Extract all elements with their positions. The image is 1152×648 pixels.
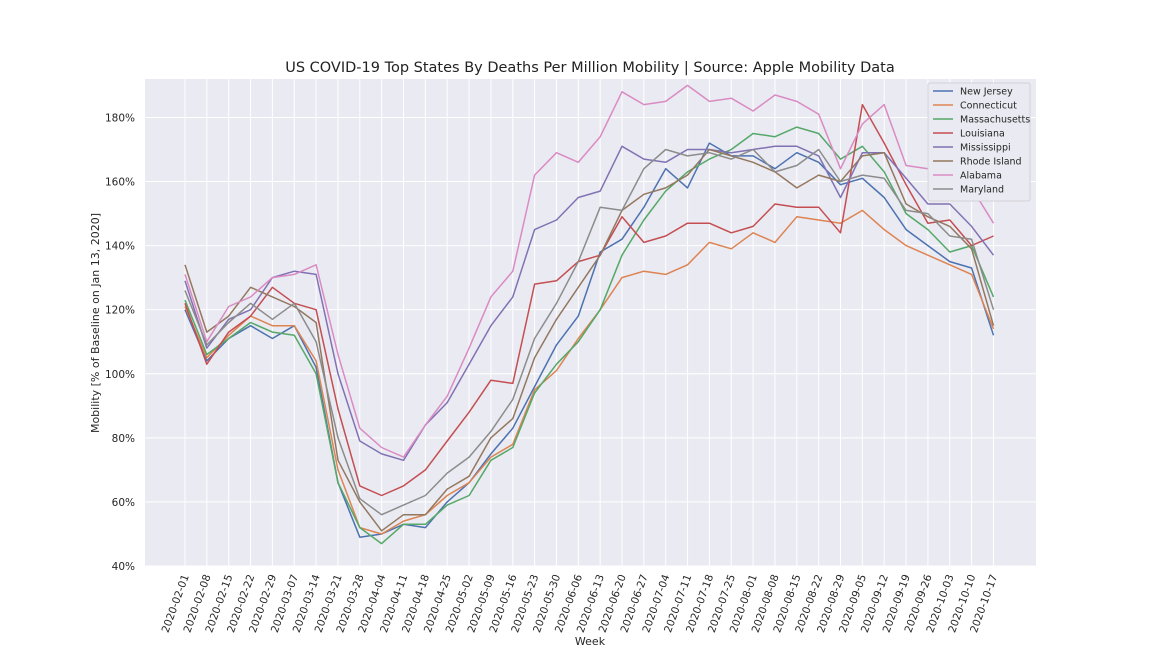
legend-label: Alabama bbox=[960, 171, 1002, 182]
legend-label: Rhode Island bbox=[960, 157, 1022, 168]
y-tick-label: 80% bbox=[112, 433, 135, 445]
y-tick-label: 60% bbox=[112, 497, 135, 509]
y-tick-labels: 40% 60% 80% 100% 120% 140% 160% 180% bbox=[105, 112, 135, 573]
y-axis-label: Mobility [% of Baseline on Jan 13, 2020] bbox=[89, 213, 102, 433]
legend-box bbox=[927, 82, 1031, 202]
series-line-maryland bbox=[184, 148, 995, 516]
series-line-alabama bbox=[184, 84, 995, 458]
series-line-new-jersey bbox=[184, 142, 995, 538]
legend-label: Connecticut bbox=[960, 101, 1017, 112]
series-line-connecticut bbox=[184, 209, 995, 535]
legend-label: Louisiana bbox=[960, 129, 1005, 140]
y-tick-label: 160% bbox=[105, 177, 135, 189]
series-lines bbox=[184, 84, 995, 545]
x-axis-label: Week bbox=[575, 635, 606, 648]
series-line-rhode-island bbox=[184, 148, 995, 532]
legend-label: Massachusetts bbox=[960, 115, 1030, 126]
x-tick-labels: 2020-02-012020-02-082020-02-152020-02-22… bbox=[160, 573, 1001, 635]
chart-title: US COVID-19 Top States By Deaths Per Mil… bbox=[285, 60, 895, 76]
series-line-louisiana bbox=[184, 103, 994, 497]
legend: New Jersey Connecticut Massachusetts Louisi… bbox=[927, 82, 1031, 202]
y-tick-label: 100% bbox=[105, 369, 135, 381]
legend-label: Maryland bbox=[960, 185, 1004, 196]
y-tick-label: 120% bbox=[105, 305, 135, 317]
y-tick-label: 140% bbox=[105, 241, 135, 253]
legend-label: New Jersey bbox=[960, 87, 1013, 98]
y-tick-label: 40% bbox=[112, 561, 135, 573]
series-line-massachusetts bbox=[184, 126, 995, 545]
legend-label: Mississippi bbox=[960, 143, 1011, 154]
gridlines bbox=[145, 79, 1036, 567]
y-tick-label: 180% bbox=[105, 112, 135, 124]
